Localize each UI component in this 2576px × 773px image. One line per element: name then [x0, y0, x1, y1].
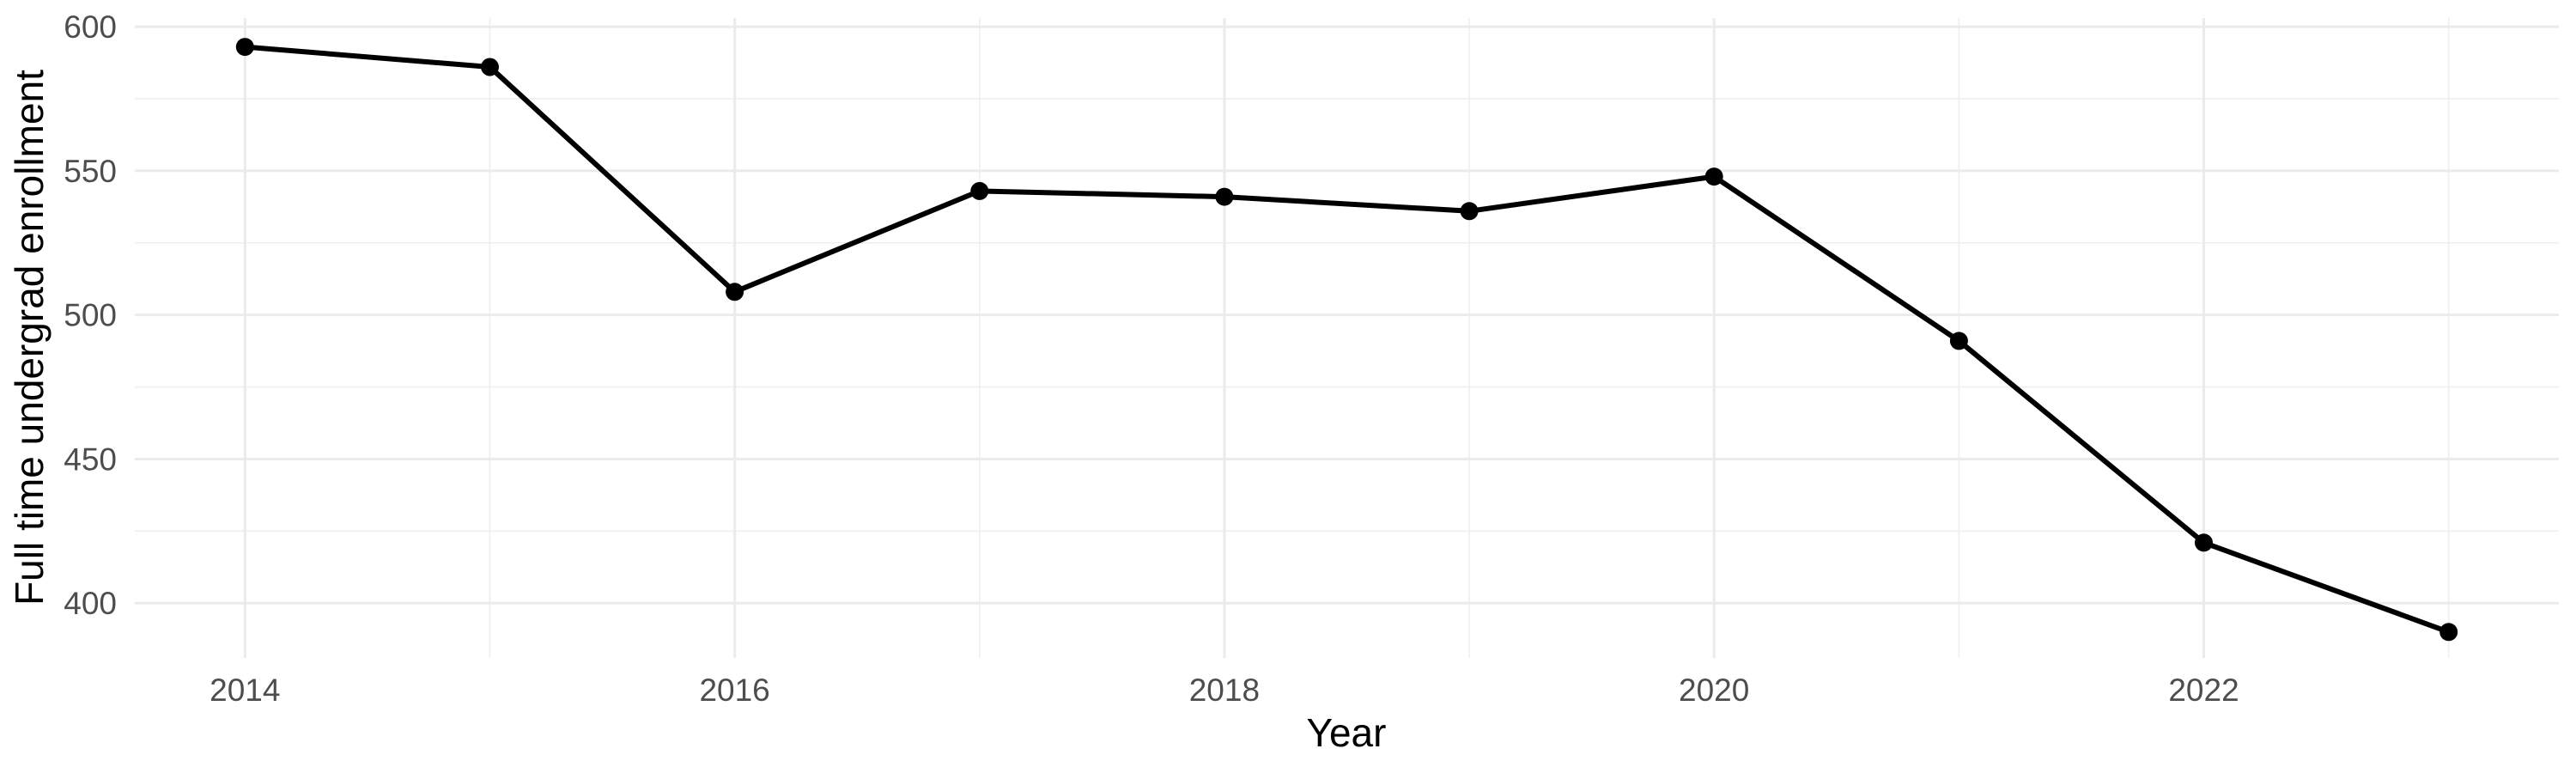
y-tick-label-550: 550	[64, 154, 117, 189]
x-axis-title: Year	[1307, 710, 1387, 755]
x-axis-tick-labels: 2014 2016 2018 2020 2022	[210, 673, 2239, 708]
data-point-2020	[1704, 167, 1723, 186]
data-point-2021	[1949, 332, 1968, 350]
data-point-2017	[970, 181, 989, 200]
y-tick-label-500: 500	[64, 298, 117, 333]
gridlines-major	[135, 18, 2559, 658]
x-tick-label-2018: 2018	[1189, 673, 1260, 708]
series-polyline	[245, 44, 2450, 635]
data-point-2019	[1460, 202, 1479, 221]
enrollment-series-points	[235, 38, 2458, 642]
y-tick-label-400: 400	[64, 586, 117, 621]
x-tick-label-2016: 2016	[699, 673, 769, 708]
y-tick-label-600: 600	[64, 9, 117, 45]
data-point-2015	[481, 58, 499, 76]
gridlines-minor	[135, 18, 2559, 658]
data-point-2016	[726, 283, 744, 301]
enrollment-series-line	[245, 44, 2450, 635]
y-axis-tick-labels: 400 450 500 550 600	[64, 9, 117, 621]
data-point-2014	[235, 38, 254, 57]
x-tick-label-2014: 2014	[210, 673, 280, 708]
y-axis-title: Full time undergrad enrollment	[7, 70, 52, 606]
y-tick-label-450: 450	[64, 441, 117, 477]
x-tick-label-2020: 2020	[1679, 673, 1749, 708]
data-point-2023	[2439, 623, 2458, 642]
x-tick-label-2022: 2022	[2168, 673, 2239, 708]
data-point-2022	[2195, 533, 2213, 552]
data-point-2018	[1215, 187, 1234, 206]
